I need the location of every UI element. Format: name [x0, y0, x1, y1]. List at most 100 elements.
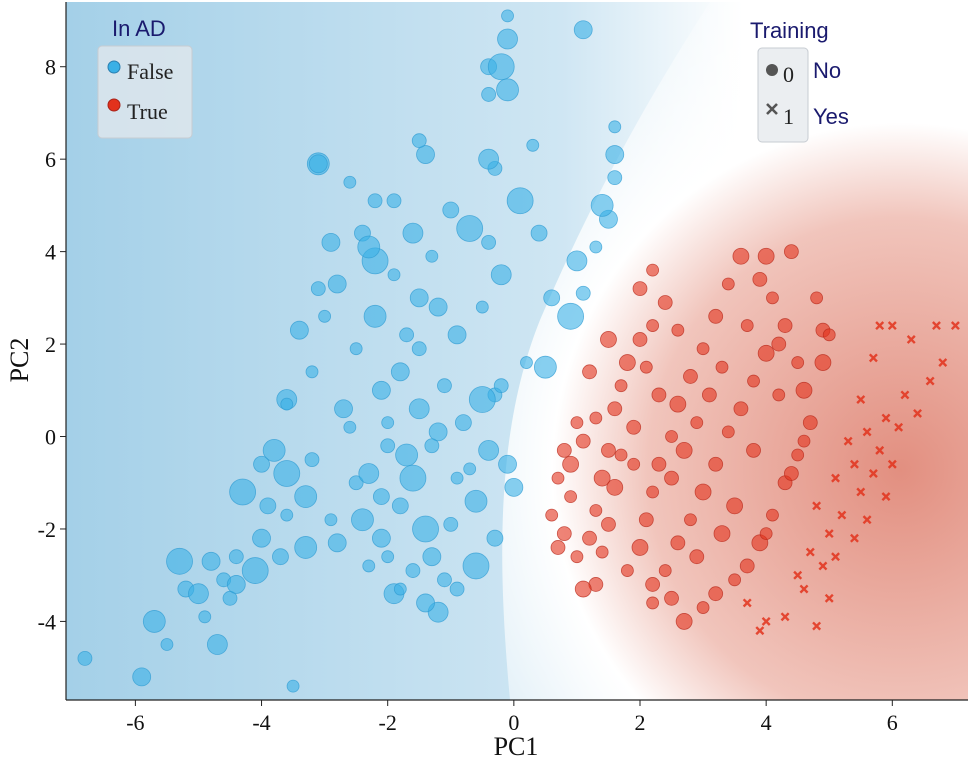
point-in-ad-false [468, 386, 496, 413]
point-in-ad-true [797, 434, 811, 448]
x-axis-title: PC1 [494, 732, 539, 761]
point-in-ad-true [657, 295, 673, 310]
point-in-ad-false [241, 557, 269, 584]
point-in-ad-false [390, 362, 410, 382]
point-in-ad-true [728, 573, 742, 587]
point-in-ad-false [198, 610, 212, 624]
point-in-ad-true [747, 374, 760, 388]
point-in-ad-true [795, 381, 813, 399]
point-in-ad-true [683, 369, 698, 384]
point-in-ad-false [408, 398, 430, 420]
point-in-ad-true [632, 332, 648, 347]
y-axis-ticks: -4 -2 0 2 4 6 8 [38, 55, 66, 634]
point-in-ad-true [675, 613, 693, 630]
point-in-ad-false [321, 232, 341, 252]
legend-false-label: False [127, 59, 173, 84]
point-in-ad-false [496, 78, 519, 102]
point-in-ad-false [607, 170, 623, 186]
point-in-ad-true [708, 456, 724, 472]
point-in-ad-false [443, 516, 459, 532]
point-in-ad-true [589, 411, 603, 425]
point-in-ad-true [814, 354, 832, 371]
point-in-ad-true [783, 244, 799, 260]
point-in-ad-true [665, 430, 678, 443]
point-in-ad-false [357, 235, 381, 259]
point-in-ad-false [412, 515, 439, 543]
point-in-ad-false [304, 452, 320, 468]
point-in-ad-true [658, 564, 672, 577]
point-in-ad-true [670, 535, 686, 551]
point-in-ad-true [772, 388, 786, 402]
point-in-ad-false [305, 365, 319, 379]
point-in-ad-false [142, 610, 166, 633]
point-in-ad-false [334, 399, 353, 419]
point-in-ad-true [556, 442, 572, 458]
point-in-ad-false [608, 120, 622, 134]
point-in-ad-false [188, 583, 209, 605]
point-in-ad-false [77, 650, 93, 666]
point-in-ad-false [349, 342, 363, 356]
point-in-ad-true [791, 356, 805, 369]
training-point [812, 621, 822, 631]
point-in-ad-false [343, 175, 357, 189]
scatter-points [77, 9, 960, 693]
legend-true-marker [107, 98, 121, 112]
point-in-ad-true [600, 331, 617, 348]
point-in-ad-false [442, 201, 460, 219]
point-in-ad-false [380, 438, 396, 454]
point-in-ad-false [481, 234, 497, 250]
point-in-ad-false [262, 438, 286, 462]
point-in-ad-true [759, 527, 773, 540]
training-point [805, 547, 815, 557]
training-point [875, 321, 885, 331]
point-in-ad-false [490, 264, 512, 286]
point-in-ad-false [294, 485, 318, 509]
y-tick-label: 6 [45, 147, 56, 172]
training-point [862, 515, 872, 525]
point-in-ad-true [570, 416, 584, 430]
training-point [881, 492, 891, 502]
point-in-ad-true [564, 490, 578, 504]
x-axis-ticks: -6 -4 -2 0 2 4 6 [126, 700, 898, 735]
point-in-ad-false [286, 679, 300, 693]
point-in-ad-false [454, 414, 472, 432]
x-tick-label: -4 [252, 710, 270, 735]
y-tick-label: 8 [45, 55, 56, 80]
point-in-ad-true [632, 281, 648, 296]
point-in-ad-false [253, 455, 270, 473]
point-in-ad-true [639, 360, 653, 374]
point-in-ad-true [771, 336, 787, 352]
point-in-ad-false [160, 638, 174, 651]
point-in-ad-false [497, 28, 518, 50]
legend-yes-marker [766, 103, 778, 115]
point-in-ad-true [562, 455, 580, 473]
point-in-ad-true [582, 364, 597, 380]
point-in-ad-true [589, 504, 603, 517]
point-in-ad-true [739, 558, 755, 574]
training-point [780, 612, 790, 622]
point-in-ad-false [463, 462, 477, 476]
point-in-ad-true [545, 508, 559, 522]
point-in-ad-false [272, 548, 289, 566]
point-in-ad-true [708, 586, 724, 602]
point-in-ad-false [206, 634, 228, 655]
point-in-ad-true [664, 590, 679, 606]
point-in-ad-false [327, 274, 347, 294]
point-in-ad-true [777, 318, 793, 333]
point-in-ad-true [766, 508, 779, 522]
legend-in-ad-title: In AD [112, 16, 166, 41]
legend-true-label: True [127, 99, 168, 124]
point-in-ad-false [506, 187, 534, 215]
point-in-ad-true [627, 457, 641, 471]
training-point [837, 510, 847, 520]
training-point [887, 321, 897, 331]
point-in-ad-true [618, 354, 636, 371]
training-point [868, 469, 878, 478]
point-in-ad-true [721, 277, 735, 291]
point-in-ad-false [590, 193, 614, 217]
point-in-ad-false [416, 593, 435, 613]
point-in-ad-true [669, 395, 687, 413]
point-in-ad-false [530, 224, 548, 242]
point-in-ad-true [746, 442, 761, 458]
point-in-ad-false [416, 145, 435, 164]
